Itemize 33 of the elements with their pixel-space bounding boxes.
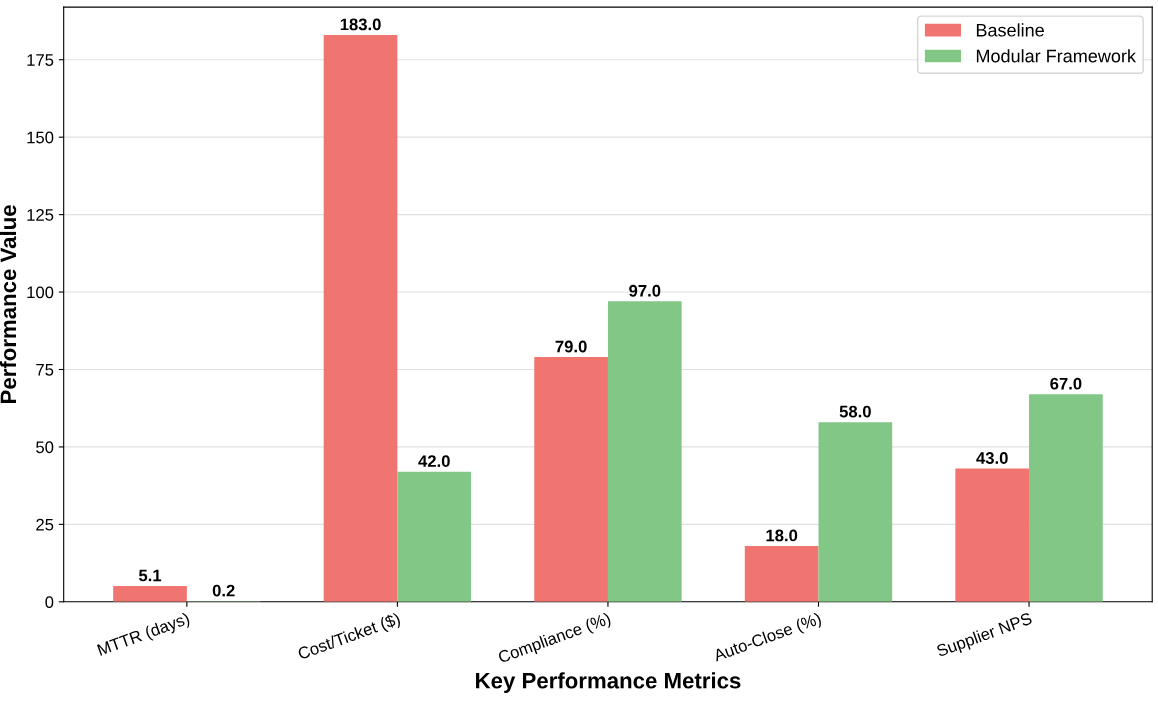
bar bbox=[113, 586, 187, 602]
y-tick-label: 150 bbox=[27, 131, 54, 144]
data-label: 42.0 bbox=[418, 455, 450, 468]
bar bbox=[1029, 394, 1103, 602]
data-label: 18.0 bbox=[766, 529, 798, 542]
bar bbox=[744, 546, 819, 602]
bar bbox=[534, 357, 608, 602]
data-label: 67.0 bbox=[1050, 377, 1082, 390]
data-label: 97.0 bbox=[629, 284, 661, 297]
y-tick-label: 125 bbox=[27, 209, 54, 221]
data-label: 0.2 bbox=[212, 584, 235, 597]
legend-label: Baseline bbox=[976, 23, 1044, 37]
y-tick-label: 175 bbox=[27, 54, 54, 66]
y-tick-label: 50 bbox=[36, 441, 54, 454]
data-label: 183.0 bbox=[340, 18, 381, 31]
y-tick-label: 75 bbox=[36, 364, 54, 376]
bar bbox=[397, 471, 472, 602]
x-tick-label: Supplier NPS bbox=[935, 611, 1034, 661]
y-tick-label: 0 bbox=[45, 596, 54, 608]
bar bbox=[818, 422, 893, 602]
y-axis-title: Performance Value bbox=[0, 205, 17, 403]
y-tick-label: 100 bbox=[27, 286, 54, 299]
data-label: 5.1 bbox=[138, 569, 162, 582]
data-label: 43.0 bbox=[976, 452, 1008, 464]
legend-label: Modular Framework bbox=[976, 49, 1136, 63]
bar bbox=[323, 34, 398, 602]
data-label: 58.0 bbox=[839, 405, 871, 418]
y-tick-label: 25 bbox=[36, 518, 54, 531]
data-label: 79.0 bbox=[555, 340, 587, 353]
x-tick-label: MTTR (days) bbox=[96, 611, 192, 659]
bar bbox=[955, 468, 1030, 602]
x-axis-title: Key Performance Metrics bbox=[476, 672, 741, 693]
bar bbox=[607, 301, 682, 602]
